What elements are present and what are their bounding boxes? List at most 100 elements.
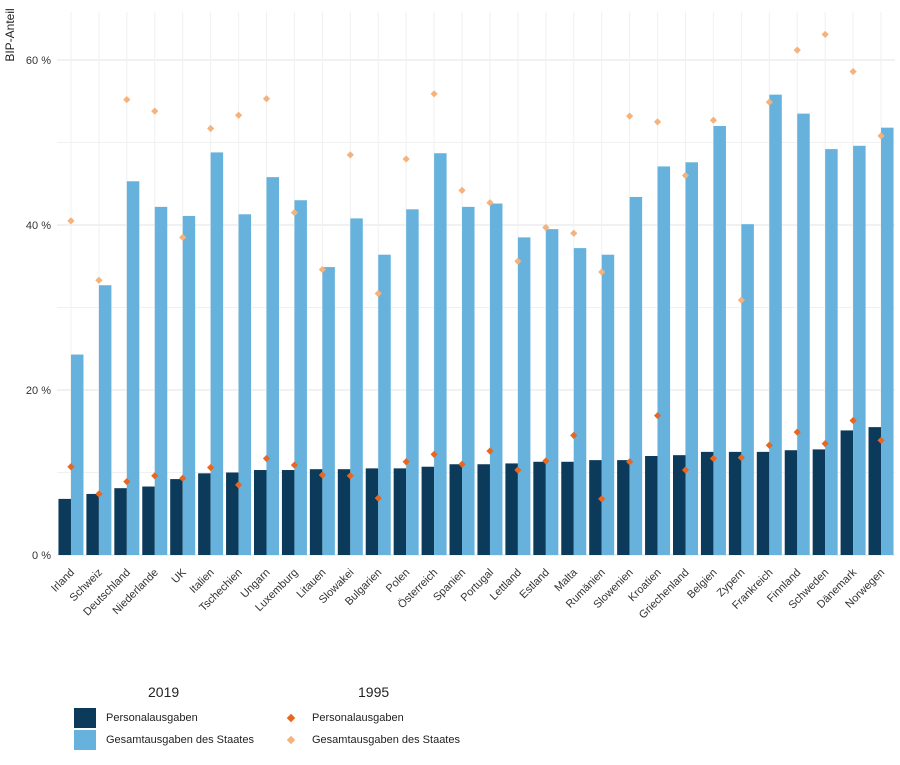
bar-total-2019 <box>713 126 726 555</box>
bar-personal-2019 <box>645 456 658 555</box>
bar-personal-2019 <box>561 461 574 555</box>
bar-total-2019 <box>657 166 671 556</box>
legend-1995: 1995 Personalausgaben Gesamtausgaben des… <box>280 684 460 751</box>
x-tick-label: Lettland <box>488 567 524 603</box>
legend-marker <box>286 713 296 723</box>
point-total-1995 <box>67 217 75 225</box>
bar-personal-2019 <box>281 470 295 555</box>
legend-label: Personalausgaben <box>106 712 198 724</box>
bar-total-2019 <box>881 127 894 556</box>
point-total-1995 <box>486 199 494 207</box>
x-tick-label: UK <box>170 566 190 586</box>
point-personal-1995 <box>123 477 131 486</box>
x-tick-label: Estland <box>518 567 552 601</box>
y-axis-ticks: 0 % 20 % 40 % 60 % <box>26 55 51 562</box>
bar-total-2019 <box>238 214 252 555</box>
bar-total-2019 <box>70 354 84 555</box>
point-total-1995 <box>626 112 634 120</box>
bar-total-2019 <box>601 254 615 555</box>
bar-personal-2019 <box>86 493 99 555</box>
point-personal-1995 <box>234 481 243 489</box>
point-personal-1995 <box>95 490 103 498</box>
point-personal-1995 <box>709 454 718 463</box>
point-total-1995 <box>346 151 354 159</box>
point-total-1995 <box>123 96 131 104</box>
bar-total-2019 <box>517 237 531 555</box>
point-total-1995 <box>430 90 438 98</box>
point-total-1995 <box>234 111 243 119</box>
legend-entry: Personalausgaben <box>74 707 254 729</box>
bar-total-2019 <box>350 218 363 555</box>
bar-total-2019 <box>154 206 168 555</box>
bar-personal-2019 <box>198 473 211 555</box>
point-total-1995 <box>207 124 215 133</box>
point-total-1995 <box>374 289 382 298</box>
bar-personal-2019 <box>868 427 882 555</box>
y-tick-label: 60 % <box>26 55 51 67</box>
bar-personal-2019 <box>533 461 546 555</box>
bar-total-2019 <box>825 149 838 555</box>
bar-total-2019 <box>182 215 196 556</box>
bar-personal-2019 <box>337 469 351 555</box>
point-personal-1995 <box>737 454 745 462</box>
point-personal-1995 <box>653 411 662 420</box>
point-personal-1995 <box>542 457 550 465</box>
point-total-1995 <box>765 98 773 106</box>
point-personal-1995 <box>67 463 75 471</box>
bar-personal-2019 <box>393 468 407 555</box>
point-total-1995 <box>262 95 271 103</box>
bar-personal-2019 <box>170 479 183 555</box>
legend-marker <box>286 735 296 745</box>
bar-total-2019 <box>545 229 559 555</box>
point-personal-1995 <box>430 450 438 458</box>
point-total-1995 <box>821 30 829 39</box>
y-tick-label: 0 % <box>32 550 51 562</box>
legend-swatch <box>74 708 96 728</box>
point-personal-1995 <box>681 466 690 474</box>
bar-personal-2019 <box>254 470 267 555</box>
point-total-1995 <box>793 46 801 54</box>
bar-total-2019 <box>406 209 419 555</box>
point-total-1995 <box>290 209 299 217</box>
point-personal-1995 <box>151 472 159 480</box>
bar-total-2019 <box>629 196 643 555</box>
point-personal-1995 <box>262 454 271 463</box>
bar-total-2019 <box>294 200 307 555</box>
bar-total-2019 <box>98 285 112 555</box>
bar-personal-2019 <box>114 488 127 555</box>
bar-total-2019 <box>378 254 391 555</box>
legend-label: Personalausgaben <box>312 712 404 724</box>
legend-title-1995: 1995 <box>358 684 390 700</box>
bar-personal-2019 <box>449 464 463 555</box>
point-total-1995 <box>179 233 187 241</box>
bar-personal-2019 <box>589 460 602 555</box>
point-total-1995 <box>458 186 466 194</box>
point-personal-1995 <box>290 461 299 469</box>
bar-total-2019 <box>769 94 782 556</box>
point-total-1995 <box>514 257 522 265</box>
bar-total-2019 <box>741 224 754 556</box>
bar-personal-2019 <box>784 450 798 555</box>
point-total-1995 <box>570 229 578 237</box>
point-total-1995 <box>681 171 690 180</box>
legend-label: Gesamtausgaben des Staates <box>312 734 460 746</box>
point-personal-1995 <box>877 436 885 444</box>
legend-entry: Personalausgaben <box>280 707 460 729</box>
bar-total-2019 <box>322 267 335 555</box>
bar-personal-2019 <box>756 451 770 555</box>
point-personal-1995 <box>793 428 801 436</box>
bar-personal-2019 <box>142 486 155 555</box>
point-personal-1995 <box>346 472 354 480</box>
bar-personal-2019 <box>58 498 71 555</box>
bar-personal-2019 <box>617 460 630 555</box>
bar-personal-2019 <box>365 468 379 555</box>
bar-personal-2019 <box>673 455 686 555</box>
bar-total-2019 <box>266 177 279 555</box>
point-personal-1995 <box>570 431 578 439</box>
bar-personal-2019 <box>421 466 435 555</box>
x-tick-label: Griechenland <box>637 567 692 622</box>
bar-personal-2019 <box>309 469 323 555</box>
bar-personal-2019 <box>477 464 490 555</box>
legend-label: Gesamtausgaben des Staates <box>106 734 254 746</box>
